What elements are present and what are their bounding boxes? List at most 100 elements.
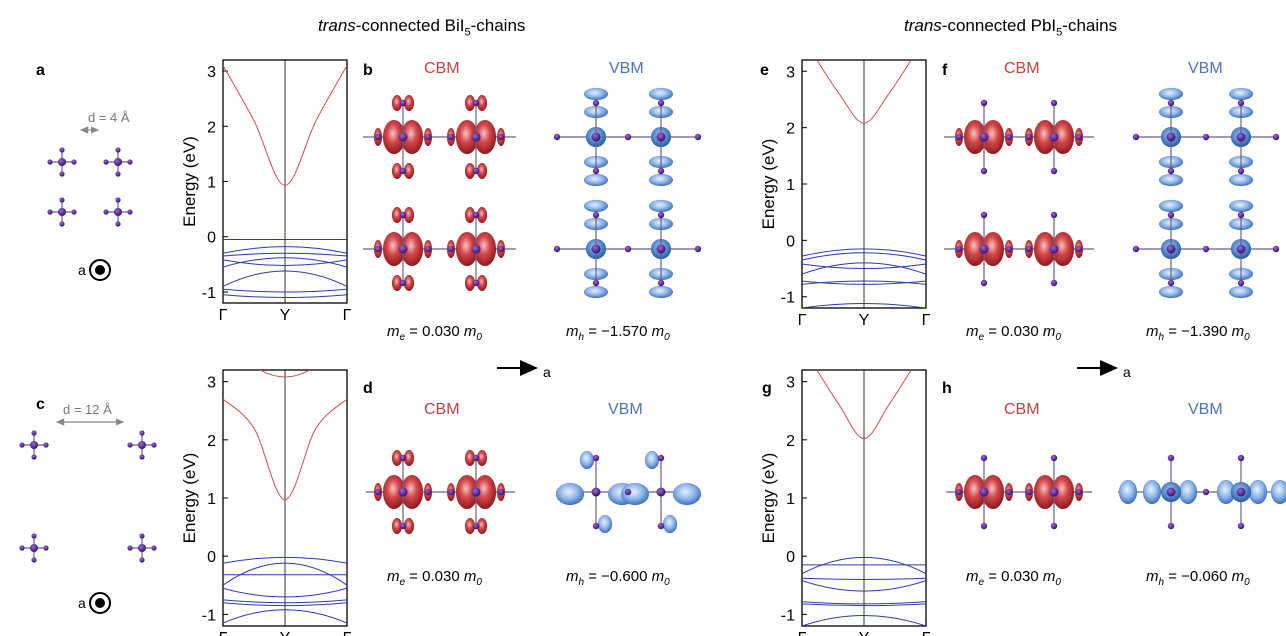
atom <box>624 488 632 496</box>
x-tick-label: Y <box>280 307 291 324</box>
atom <box>115 197 121 203</box>
atom <box>1202 245 1210 253</box>
orbital-lobe <box>1228 173 1254 187</box>
chain-cross-sections-a <box>47 147 133 227</box>
atom <box>47 159 53 165</box>
atom <box>399 167 407 175</box>
atom <box>980 279 988 287</box>
atom <box>1075 488 1083 496</box>
panel-label-g: g <box>762 380 772 397</box>
atom <box>471 132 481 142</box>
y-tick-label: 2 <box>786 433 795 450</box>
panel-label-h: h <box>942 380 952 397</box>
valence-band-line <box>802 577 926 580</box>
panel-label-a: a <box>36 62 45 79</box>
atom <box>1050 279 1058 287</box>
atom <box>1049 244 1059 254</box>
atom <box>399 279 407 287</box>
atom <box>592 454 600 462</box>
panel-label-c: c <box>36 396 45 413</box>
atom <box>955 488 963 496</box>
orbital-lobe <box>1248 479 1268 505</box>
y-tick-label: -1 <box>781 290 795 307</box>
orbital-lobe <box>1270 479 1286 505</box>
atom <box>47 209 53 215</box>
atom <box>151 545 157 551</box>
valence-band-line <box>802 280 926 285</box>
atom <box>1050 522 1058 530</box>
conduction-band-line <box>816 60 912 124</box>
atom <box>399 454 407 462</box>
orbital-lobe <box>583 285 609 299</box>
y-tick-label: 0 <box>786 233 795 250</box>
x-tick-label: Γ <box>343 307 352 324</box>
valence-band-line <box>802 556 926 575</box>
header-pbi5: trans-connected PbI5-chains <box>904 16 1118 39</box>
atom <box>59 147 65 153</box>
atom <box>979 132 989 142</box>
vbm-orbital-b <box>553 87 702 299</box>
vbm-label-b: VBM <box>609 60 644 77</box>
atom <box>591 487 601 497</box>
electron-mass-h: me = 0.030 m0 <box>966 568 1061 588</box>
vbm-label-d: VBM <box>608 401 643 418</box>
valence-band-line <box>802 263 926 270</box>
valence-band-line <box>223 609 347 624</box>
x-tick-label: Γ <box>219 307 228 324</box>
atom <box>1236 244 1246 254</box>
atom <box>657 454 665 462</box>
x-tick-label: Γ <box>343 630 352 636</box>
direction-arrow-right: a <box>1077 360 1131 380</box>
atom <box>114 208 122 216</box>
distance-label-c: d = 12 Å <box>63 402 112 417</box>
distance-label-a: d = 4 Å <box>88 110 130 125</box>
x-tick-label: Γ <box>798 630 807 636</box>
atom <box>1132 133 1140 141</box>
atom <box>471 487 481 497</box>
atom <box>979 487 989 497</box>
atom <box>31 557 37 563</box>
y-axis-label: Energy (eV) <box>759 453 778 544</box>
atom <box>139 454 145 460</box>
atom <box>398 244 408 254</box>
hole-mass-d: mh = −0.600 m0 <box>566 568 670 588</box>
atom <box>139 557 145 563</box>
y-tick-label: 2 <box>786 121 795 138</box>
conduction-band-line <box>223 65 347 186</box>
valence-band-line <box>802 603 926 607</box>
orbital-lobe <box>1178 479 1198 505</box>
axis-label-a: a <box>78 262 86 278</box>
atom <box>58 158 66 166</box>
panel-label-d: d <box>363 380 373 397</box>
cbm-orbital-h <box>946 454 1092 530</box>
atom <box>656 244 666 254</box>
orbital-lobe <box>648 285 674 299</box>
x-tick-label: Γ <box>922 312 931 329</box>
conduction-band-line <box>223 398 347 501</box>
y-tick-label: 3 <box>786 375 795 392</box>
atom <box>553 133 561 141</box>
atom <box>592 522 600 530</box>
out-of-plane-icon-a <box>89 259 111 281</box>
atom <box>1202 488 1210 496</box>
atom <box>1237 167 1245 175</box>
atom <box>624 245 632 253</box>
atom <box>1025 133 1033 141</box>
orbital-lobe <box>1142 479 1162 505</box>
atom <box>71 159 77 165</box>
atom <box>43 545 49 551</box>
valence-band-line <box>223 246 347 254</box>
atom <box>127 159 133 165</box>
vbm-label-h: VBM <box>1188 401 1223 418</box>
orbital-lobe <box>662 514 678 534</box>
atom <box>497 488 505 496</box>
atom <box>1272 133 1280 141</box>
orbital-lobe <box>672 482 702 506</box>
valence-band-line <box>802 248 926 257</box>
atom <box>472 211 480 219</box>
orbital-lobe <box>1158 173 1184 187</box>
atom <box>657 279 665 287</box>
y-tick-label: 0 <box>207 549 216 566</box>
atom <box>139 430 145 436</box>
orbital-lobe <box>648 199 674 213</box>
